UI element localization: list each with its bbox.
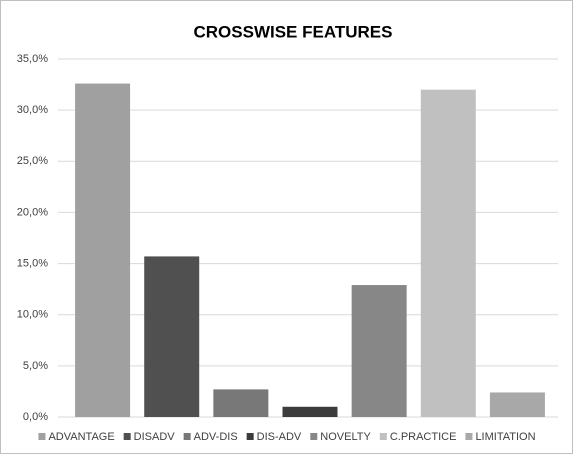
legend-swatch	[310, 433, 318, 440]
y-tick-label: 25,0%	[17, 155, 48, 167]
y-tick-label: 35,0%	[17, 53, 48, 65]
legend-label: LIMITATION	[475, 431, 535, 443]
legend-swatch	[379, 433, 387, 440]
chart-title: CROSSWISE FEATURES	[194, 22, 393, 41]
legend-label: ADVANTAGE	[48, 431, 114, 443]
legend-label: NOVELTY	[320, 431, 371, 443]
y-tick-label: 30,0%	[17, 104, 48, 116]
y-tick-label: 15,0%	[17, 257, 48, 269]
bar	[420, 89, 476, 417]
y-tick-label: 20,0%	[17, 206, 48, 218]
legend-label: DIS-ADV	[257, 431, 302, 443]
bar	[213, 389, 269, 417]
bar	[144, 256, 200, 417]
bar	[75, 83, 131, 417]
legend-swatch	[246, 433, 254, 440]
y-tick-label: 10,0%	[17, 309, 48, 321]
legend-swatch	[465, 433, 473, 440]
y-tick-label: 0,0%	[23, 411, 48, 423]
legend-label: C.PRACTICE	[390, 431, 457, 443]
bar	[351, 285, 407, 417]
bar	[489, 392, 545, 417]
legend-swatch	[183, 433, 191, 440]
legend-label: DISADV	[134, 431, 176, 443]
legend-swatch	[38, 433, 46, 440]
bar	[282, 406, 338, 417]
legend-swatch	[123, 433, 131, 440]
y-tick-label: 5,0%	[23, 360, 48, 372]
legend-label: ADV-DIS	[194, 431, 238, 443]
